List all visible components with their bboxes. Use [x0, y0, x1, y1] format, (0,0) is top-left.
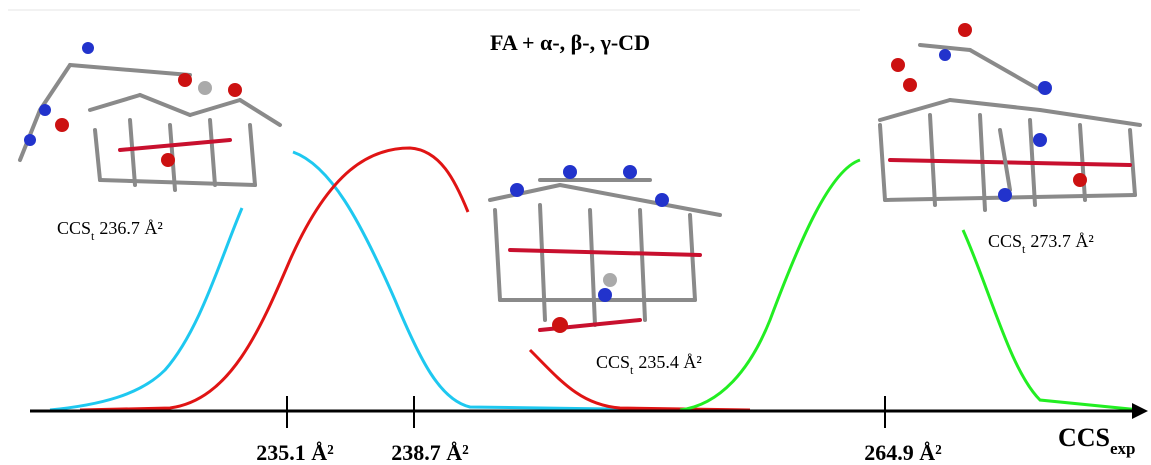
tick-label: 235.1 Å²	[256, 440, 334, 465]
label-value: 236.7 Å²	[99, 218, 162, 238]
molecule-alpha	[20, 42, 280, 190]
label-value: 273.7 Å²	[1030, 231, 1093, 251]
structure-label: CCSt 236.7 Å²	[57, 218, 163, 243]
structure-label: CCSt 273.7 Å²	[988, 231, 1094, 256]
axis-arrow	[1132, 403, 1148, 419]
label-value: 235.4 Å²	[638, 352, 701, 372]
label-prefix: CCS	[596, 352, 630, 372]
title: FA + α-, β-, γ-CD	[490, 30, 650, 55]
figure: FA + α-, β-, γ-CD 235.1 Å² 238.7 Å² 264.…	[0, 0, 1151, 465]
structure-label: CCSt 235.4 Å²	[596, 352, 702, 377]
label-sub: t	[630, 363, 634, 377]
tick-label: 238.7 Å²	[391, 440, 469, 465]
molecule-gamma	[880, 23, 1140, 210]
label-prefix: CCS	[57, 218, 91, 238]
label-prefix: CCS	[988, 231, 1022, 251]
axis-label-main: CCS	[1058, 423, 1110, 452]
axis-label: CCSexp	[1058, 423, 1136, 458]
label-sub: t	[1022, 242, 1026, 256]
tick-label: 264.9 Å²	[864, 440, 942, 465]
axis-label-sub: exp	[1110, 439, 1136, 458]
molecule-beta	[490, 165, 720, 333]
label-sub: t	[91, 229, 95, 243]
